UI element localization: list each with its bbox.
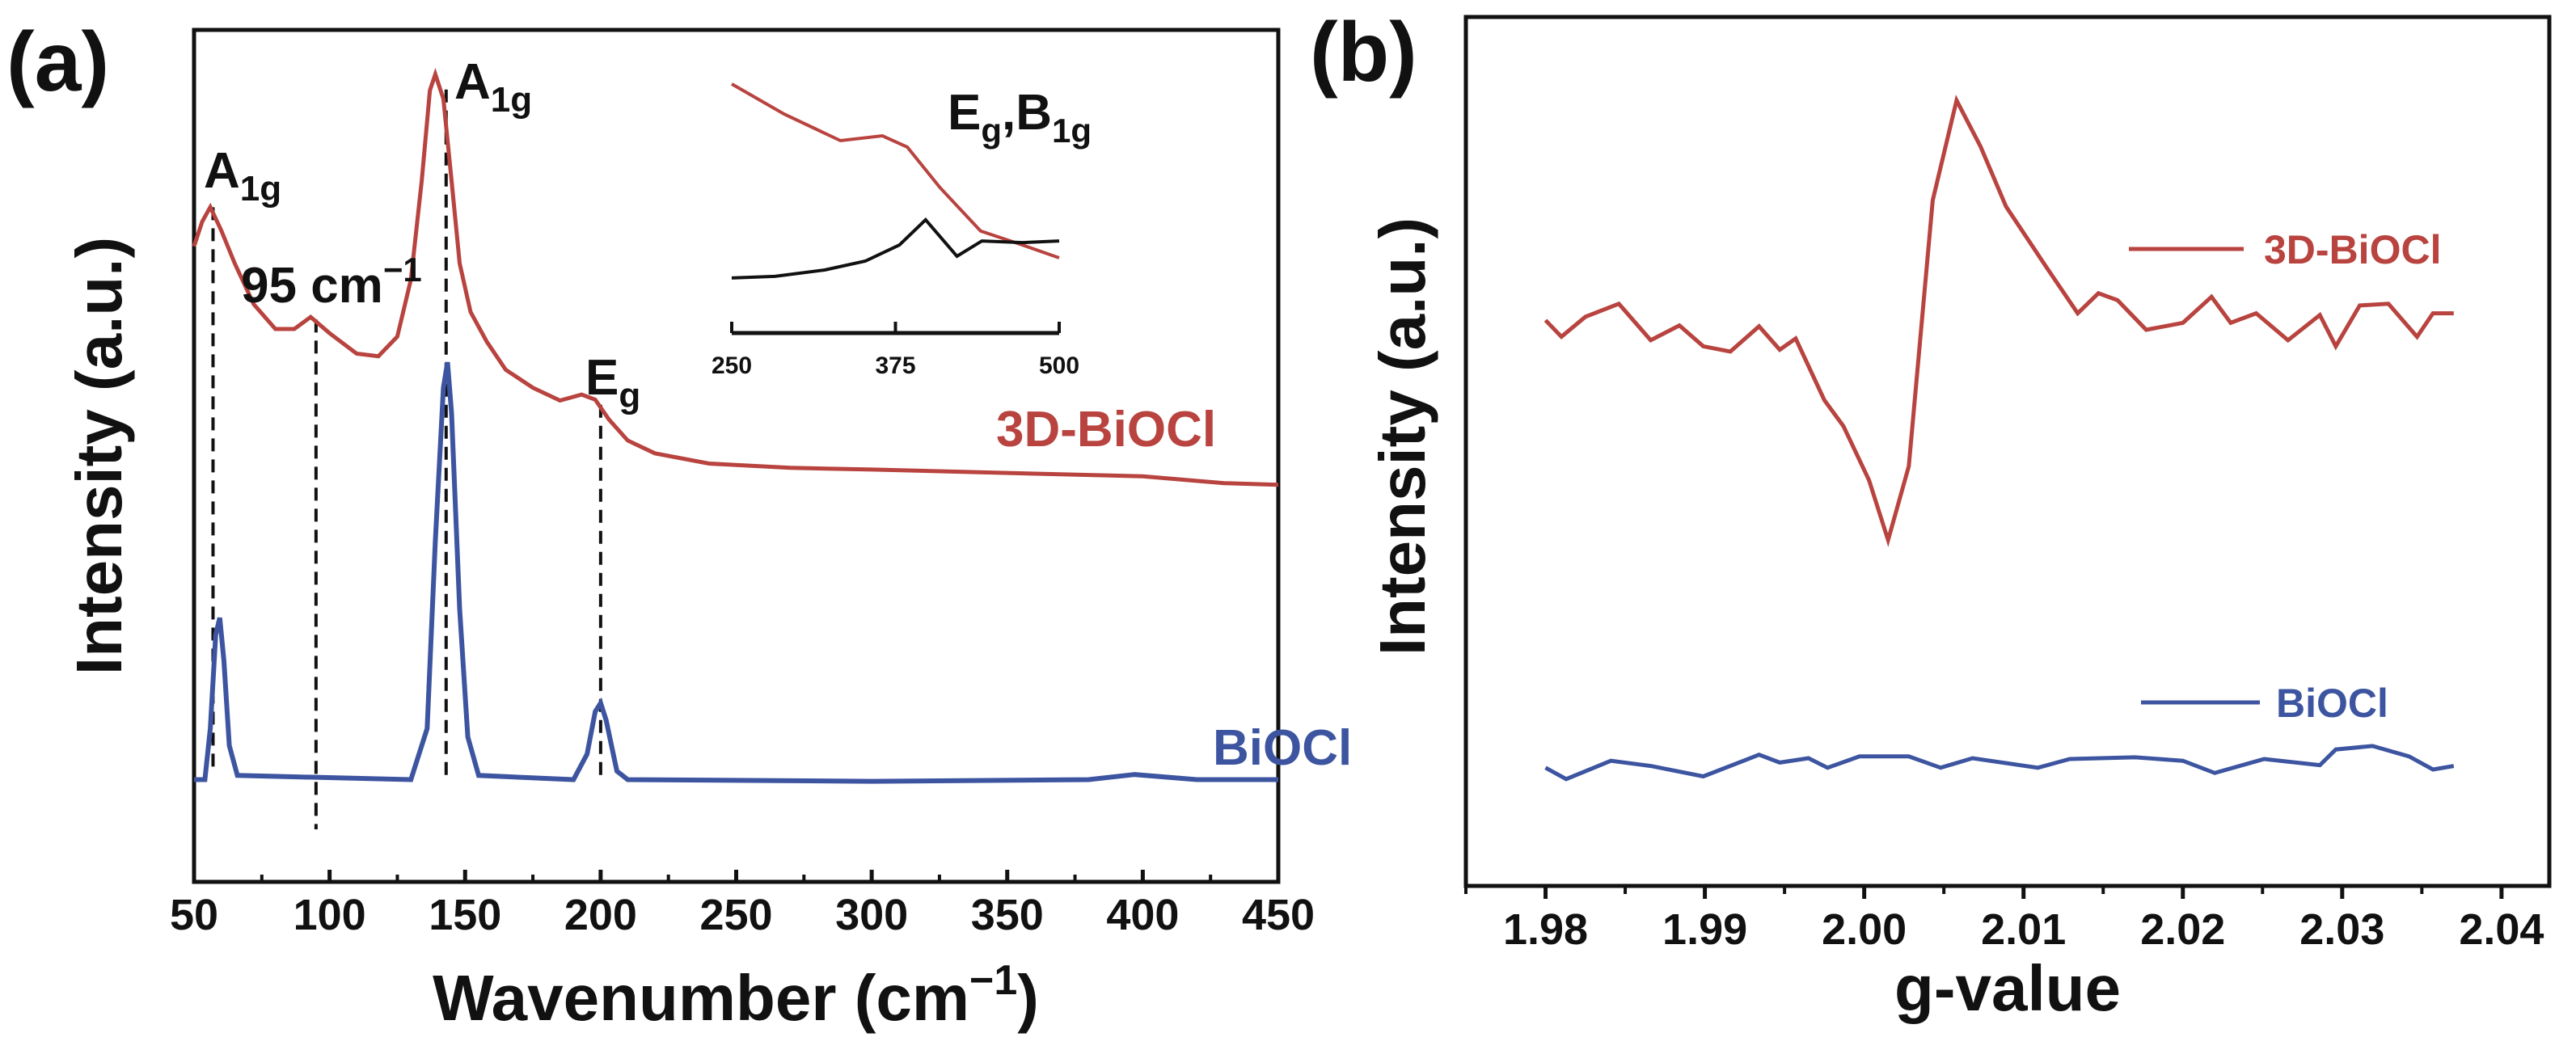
legend-label-3d-biocl: 3D-BiOCl: [2264, 227, 2441, 272]
x-tick-label: 2.02: [2140, 905, 2225, 954]
panel-a: (a) 50 100 150 200 250 300 350 400 450 Intensity…: [6, 15, 1352, 1034]
series-label-3d-biocl: 3D-BiOCl: [996, 402, 1216, 458]
annotation-a1g-57: A1g: [204, 143, 281, 209]
x-tick-label: 2.03: [2299, 905, 2384, 954]
x-tick-label: 2.01: [1981, 905, 2066, 954]
x-tick-label: 1.99: [1662, 905, 1747, 954]
panel-b-x-ticks: 1.98 1.99 2.00 2.01 2.02 2.03 2.04: [1464, 886, 2544, 954]
panel-b-y-title: Intensity (a.u.): [1366, 217, 1438, 656]
inset-label-eg-b1g: Eg,B1g: [948, 85, 1092, 150]
panel-a-label: (a): [6, 15, 109, 109]
series-label-biocl: BiOCl: [1213, 720, 1352, 776]
x-tick-label: 1.98: [1503, 905, 1588, 954]
panel-a-x-ticks: 50 100 150 200 250 300 350 400 450: [170, 870, 1315, 939]
annotation-95cm: 95 cm−1: [241, 251, 422, 314]
x-tick-label: 350: [971, 891, 1044, 939]
inset: 250 375 500 Eg,B1g: [712, 82, 1092, 379]
x-tick-label: 250: [699, 891, 772, 939]
annotation-eg-200: Eg: [585, 350, 640, 415]
x-tick-label: 150: [429, 891, 501, 939]
x-tick-label: 200: [564, 891, 637, 939]
series-3d-biocl-raman: [192, 67, 1279, 487]
series-biocl-raman: [194, 361, 1278, 784]
x-tick-label: 2.00: [1822, 905, 1907, 954]
panel-a-y-title: Intensity (a.u.): [63, 237, 135, 675]
panel-b-label: (b): [1310, 6, 1417, 99]
inset-tick-label: 250: [712, 352, 752, 379]
x-tick-label: 50: [170, 891, 218, 939]
inset-series-biocl: [731, 217, 1060, 280]
panel-b-frame: [1463, 15, 2552, 888]
x-tick-label: 100: [293, 891, 366, 939]
panel-a-x-title: Wavenumber (cm−1): [433, 957, 1039, 1034]
panel-b: (b) 1.98 1.99 2.00 2.01 2.02 2.03 2.04 Intensi…: [1310, 6, 2552, 1024]
x-tick-label: 400: [1106, 891, 1179, 939]
legend: 3D-BiOCl BiOCl: [2129, 227, 2441, 726]
inset-series-3d-biocl: [731, 82, 1060, 259]
inset-ticks: 250 375 500: [712, 322, 1079, 379]
inset-tick-label: 500: [1039, 352, 1079, 379]
series-3d-biocl-epr: [1543, 95, 2454, 547]
annotation-a1g-143: A1g: [454, 54, 532, 120]
inset-tick-label: 375: [875, 352, 915, 379]
legend-label-biocl: BiOCl: [2276, 681, 2388, 726]
x-tick-label: 300: [835, 891, 908, 939]
x-tick-label: 450: [1242, 891, 1315, 939]
series-biocl-epr: [1544, 744, 2455, 782]
x-tick-label: 2.04: [2459, 905, 2544, 954]
panel-b-x-title: g-value: [1894, 952, 2121, 1024]
